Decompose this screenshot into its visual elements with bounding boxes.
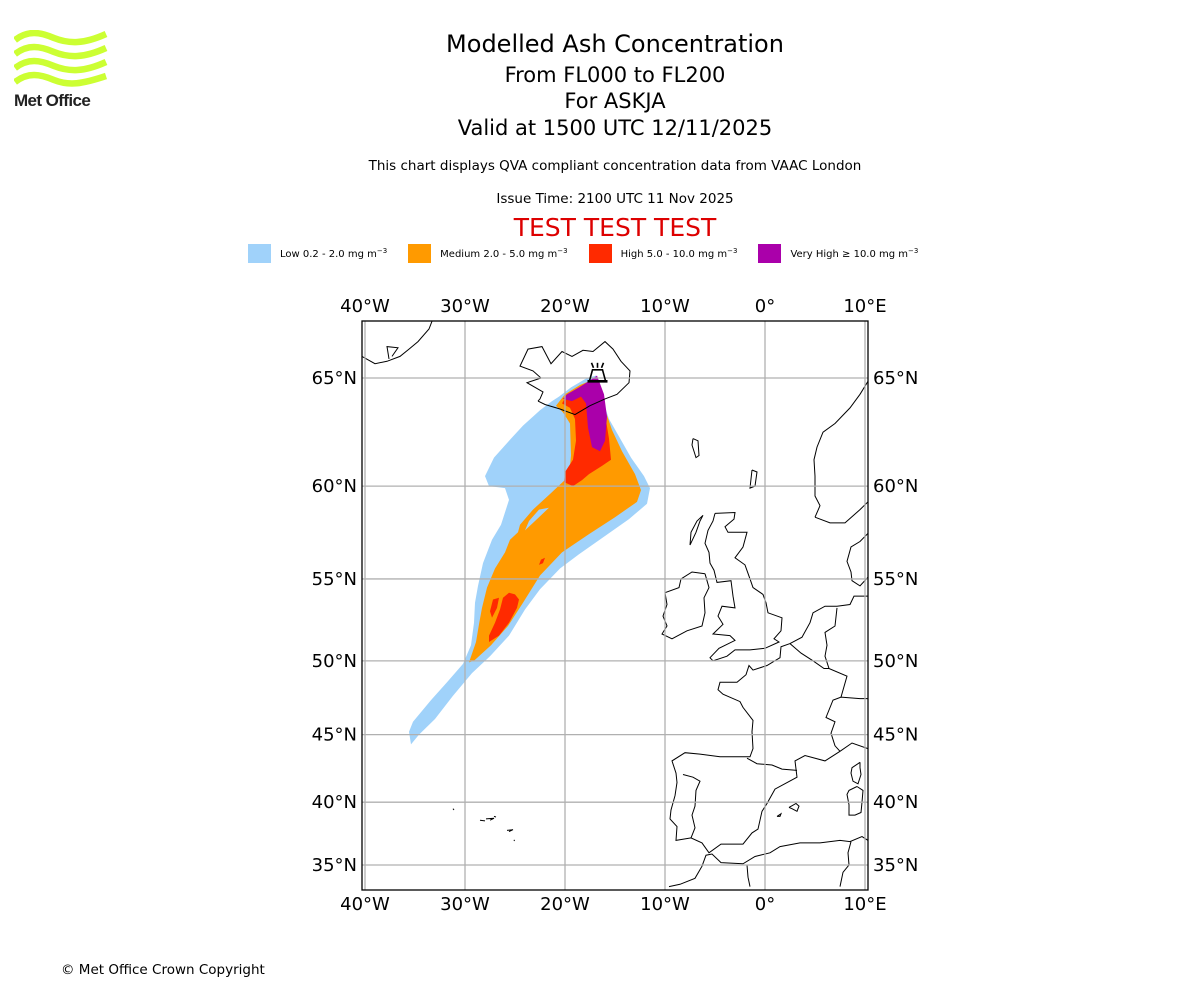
lat-tick-label-right: 50°N: [873, 651, 918, 672]
azores-3: [479, 819, 486, 822]
sweden-denmark: [846, 532, 868, 587]
plume-medium-islet: [519, 536, 533, 544]
faroe-islands: [691, 438, 700, 459]
coastlines: [362, 321, 868, 888]
sardinia: [846, 786, 864, 816]
ireland: [661, 571, 710, 640]
map-frame: [361, 320, 869, 891]
greenland-coast: [362, 321, 433, 365]
legend-item-high: High 5.0 - 10.0 mg m−3: [588, 243, 738, 263]
legend-swatch-high: [588, 243, 612, 263]
legend-label-high: High 5.0 - 10.0 mg m−3: [620, 246, 738, 260]
lat-tick-label-right: 40°N: [873, 792, 918, 813]
portugal-border: [682, 774, 701, 839]
lon-tick-label-top: 40°W: [340, 296, 390, 317]
azores-5: [513, 839, 515, 842]
lon-tick-label-bottom: 10°W: [640, 894, 690, 915]
lon-tick-label-bottom: 40°W: [340, 894, 390, 915]
map-content: [362, 321, 868, 890]
legend-item-very-high: Very High ≥ 10.0 mg m−3: [758, 243, 919, 263]
lat-tick-label-left: 50°N: [312, 651, 357, 672]
norway-south: [814, 501, 868, 524]
lat-tick-label-right: 35°N: [873, 855, 918, 876]
legend-item-medium: Medium 2.0 - 5.0 mg m−3: [408, 243, 568, 263]
volcano-name: For ASKJA: [564, 89, 666, 113]
legend-label-medium: Medium 2.0 - 5.0 mg m−3: [440, 246, 568, 260]
greenland-inlet: [386, 346, 399, 359]
france-belgium-border: [789, 643, 848, 698]
algeria-tunisia-border: [839, 841, 852, 887]
volcano-marker: [587, 362, 608, 383]
met-office-waves-icon: [13, 29, 108, 87]
lat-tick-label-right: 65°N: [873, 368, 918, 389]
concentration-legend: Low 0.2 - 2.0 mg m−3 Medium 2.0 - 5.0 mg…: [248, 243, 939, 263]
lon-tick-label-top: 10°W: [640, 296, 690, 317]
lon-tick-label-top: 0°: [755, 296, 775, 317]
lat-tick-label-right: 60°N: [873, 476, 918, 497]
ibiza: [776, 812, 783, 817]
lon-tick-label-bottom: 0°: [755, 894, 775, 915]
axis-tick-labels: 40°W 40°W 30°W 30°W 20°W 20°W 10°W 10°W 0° 0° 10°E…: [312, 296, 919, 915]
great-britain: [704, 511, 783, 662]
chart-title: Modelled Ash Concentration: [446, 30, 784, 58]
lon-tick-label-bottom: 10°E: [843, 894, 886, 915]
met-office-wordmark: Met Office: [14, 91, 91, 110]
hebrides: [689, 514, 704, 546]
lat-tick-label-left: 45°N: [312, 725, 357, 746]
plume-high-south-b: [490, 597, 499, 618]
north-africa: [668, 836, 868, 888]
lon-tick-label-top: 30°W: [440, 296, 490, 317]
plume-low-inlet: [525, 507, 549, 531]
legend-item-low: Low 0.2 - 2.0 mg m−3: [248, 243, 388, 263]
issue-time: Issue Time: 2100 UTC 11 Nov 2025: [496, 191, 734, 207]
azores-4: [452, 808, 455, 811]
legend-swatch-medium: [408, 243, 432, 263]
plume-high-south-a: [489, 592, 519, 642]
norway: [813, 380, 868, 518]
lat-tick-label-left: 65°N: [312, 368, 357, 389]
iceland-coast: [519, 340, 631, 416]
legend-label-low: Low 0.2 - 2.0 mg m−3: [280, 246, 388, 260]
lon-tick-label-bottom: 20°W: [540, 894, 590, 915]
lat-tick-label-left: 35°N: [312, 855, 357, 876]
continent-inner-border: [825, 696, 868, 752]
plume-high-speck: [539, 557, 545, 565]
mallorca: [788, 802, 800, 813]
lat-tick-label-left: 60°N: [312, 476, 357, 497]
met-office-logo: Met Office: [13, 29, 108, 112]
lat-tick-label-left: 55°N: [312, 569, 357, 590]
corsica: [850, 761, 862, 785]
pyrenees-border: [746, 757, 798, 771]
lat-tick-label-right: 45°N: [873, 725, 918, 746]
lon-tick-label-top: 10°E: [843, 296, 886, 317]
ash-plume: [409, 375, 650, 745]
morocco-algeria-border: [746, 864, 751, 887]
lat-tick-label-left: 40°N: [312, 792, 357, 813]
lon-tick-label-top: 20°W: [540, 296, 590, 317]
lat-tick-label-right: 55°N: [873, 569, 918, 590]
plume-very-high: [563, 375, 607, 452]
valid-time: Valid at 1500 UTC 12/11/2025: [457, 116, 773, 140]
shetland: [749, 469, 758, 489]
chart-description: This chart displays QVA compliant concen…: [368, 158, 862, 174]
legend-swatch-low: [248, 243, 271, 263]
test-banner: TEST TEST TEST: [513, 213, 717, 242]
azores-2: [506, 829, 514, 833]
copyright-notice: © Met Office Crown Copyright: [61, 962, 265, 978]
graticule: [362, 321, 868, 890]
azores-1: [485, 817, 495, 821]
legend-label-very-high: Very High ≥ 10.0 mg m−3: [790, 246, 919, 260]
continent-north: [669, 595, 868, 854]
azores-6: [493, 815, 497, 818]
flight-level-range: From FL000 to FL200: [504, 63, 726, 87]
volcano-icon: [587, 362, 608, 383]
netherlands-germany-border: [824, 607, 838, 669]
lon-tick-label-bottom: 30°W: [440, 894, 490, 915]
legend-swatch-very-high: [758, 243, 782, 263]
